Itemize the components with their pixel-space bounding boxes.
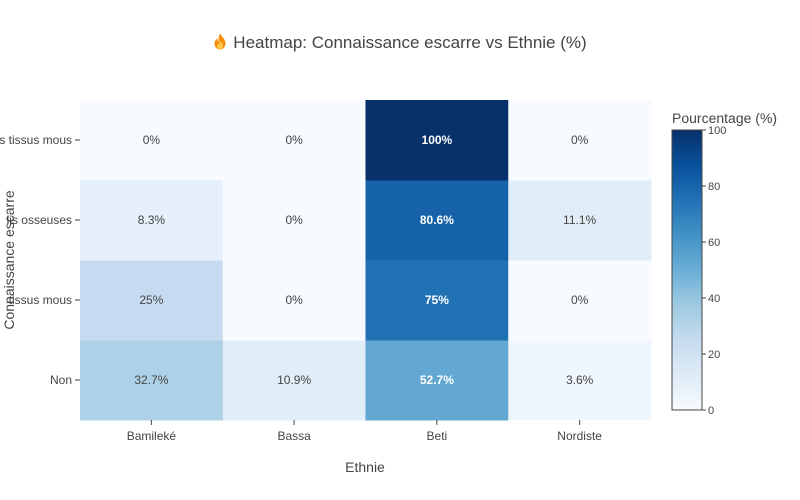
colorbar-tick-label: 100 (708, 125, 726, 137)
heatmap-cell (222, 340, 366, 421)
cell-value-label: 0% (571, 293, 589, 307)
heatmap-cell (365, 340, 509, 421)
heatmap-cell-labels: 32.7% 10.9% 52.7% 3.6% 25% 0% 75% 0% 8.3% 0% 80.6%… (134, 133, 596, 387)
cell-value-label: 0% (571, 133, 589, 147)
heatmap-cell (365, 180, 509, 261)
cell-value-label: 25% (139, 293, 163, 307)
y-tick-label: lis osseuses (7, 213, 72, 227)
heatmap-cell (508, 260, 652, 341)
heatmap-cell (365, 260, 509, 341)
x-tick-label: Bamileké (127, 429, 177, 443)
colorbar-tick-label: 40 (708, 293, 720, 305)
cell-value-label: 3.6% (566, 373, 594, 387)
y-tick-label: Non (50, 373, 72, 387)
cell-value-label: 11.1% (563, 213, 596, 227)
y-tick-label: s tissus mous (0, 133, 72, 147)
cell-value-label: 0% (285, 133, 303, 147)
cell-value-label: 0% (285, 293, 303, 307)
heatmap-cell (80, 340, 224, 421)
cell-value-label: 0% (285, 213, 303, 227)
cell-value-label: 0% (143, 133, 161, 147)
heatmap-cell (80, 260, 224, 341)
heatmap-cell (508, 100, 652, 181)
cell-value-label: 10.9% (277, 373, 311, 387)
colorbar-tick-label: 60 (708, 237, 720, 249)
colorbar: Pourcentage (%) 0 20 40 60 80 100 (671, 110, 777, 417)
x-tick-label: Bassa (277, 429, 311, 443)
cell-value-label: 52.7% (420, 373, 454, 387)
colorbar-gradient (671, 129, 703, 411)
heatmap-cell (80, 180, 224, 261)
colorbar-tick-label: 80 (708, 181, 720, 193)
x-axis-ticks: Bamileké Bassa Beti Nordiste (127, 420, 602, 443)
heatmap-cell (222, 100, 366, 181)
fire-icon (213, 33, 227, 55)
x-tick-label: Nordiste (557, 429, 602, 443)
chart-title-row: Heatmap: Connaissance escarre vs Ethnie … (0, 33, 800, 55)
cell-value-label: 32.7% (134, 373, 168, 387)
colorbar-ticks: 0 20 40 60 80 100 (702, 125, 726, 417)
heatmap-cell (508, 340, 652, 421)
cell-value-label: 8.3% (138, 213, 166, 227)
heatmap-cell (80, 100, 224, 181)
cell-value-label: 75% (425, 293, 449, 307)
y-axis-ticks: Non tissus mous lis osseuses s tissus mous (0, 133, 80, 387)
cell-value-label: 100% (422, 133, 453, 147)
cell-value-label: 80.6% (420, 213, 454, 227)
colorbar-tick-label: 0 (708, 405, 714, 417)
colorbar-tick-label: 20 (708, 349, 720, 361)
x-tick-label: Beti (427, 429, 448, 443)
heatmap-cell (222, 180, 366, 261)
y-tick-label: tissus mous (9, 293, 72, 307)
heatmap-cell (222, 260, 366, 341)
heatmap-cell (508, 180, 652, 261)
x-axis-title: Ethnie (345, 459, 385, 475)
heatmap-cells (80, 100, 652, 421)
y-axis-title: Connaissance escarre (1, 190, 17, 330)
colorbar-title: Pourcentage (%) (672, 110, 777, 126)
heatmap-cell (365, 100, 509, 181)
chart-title: Heatmap: Connaissance escarre vs Ethnie … (233, 33, 587, 52)
